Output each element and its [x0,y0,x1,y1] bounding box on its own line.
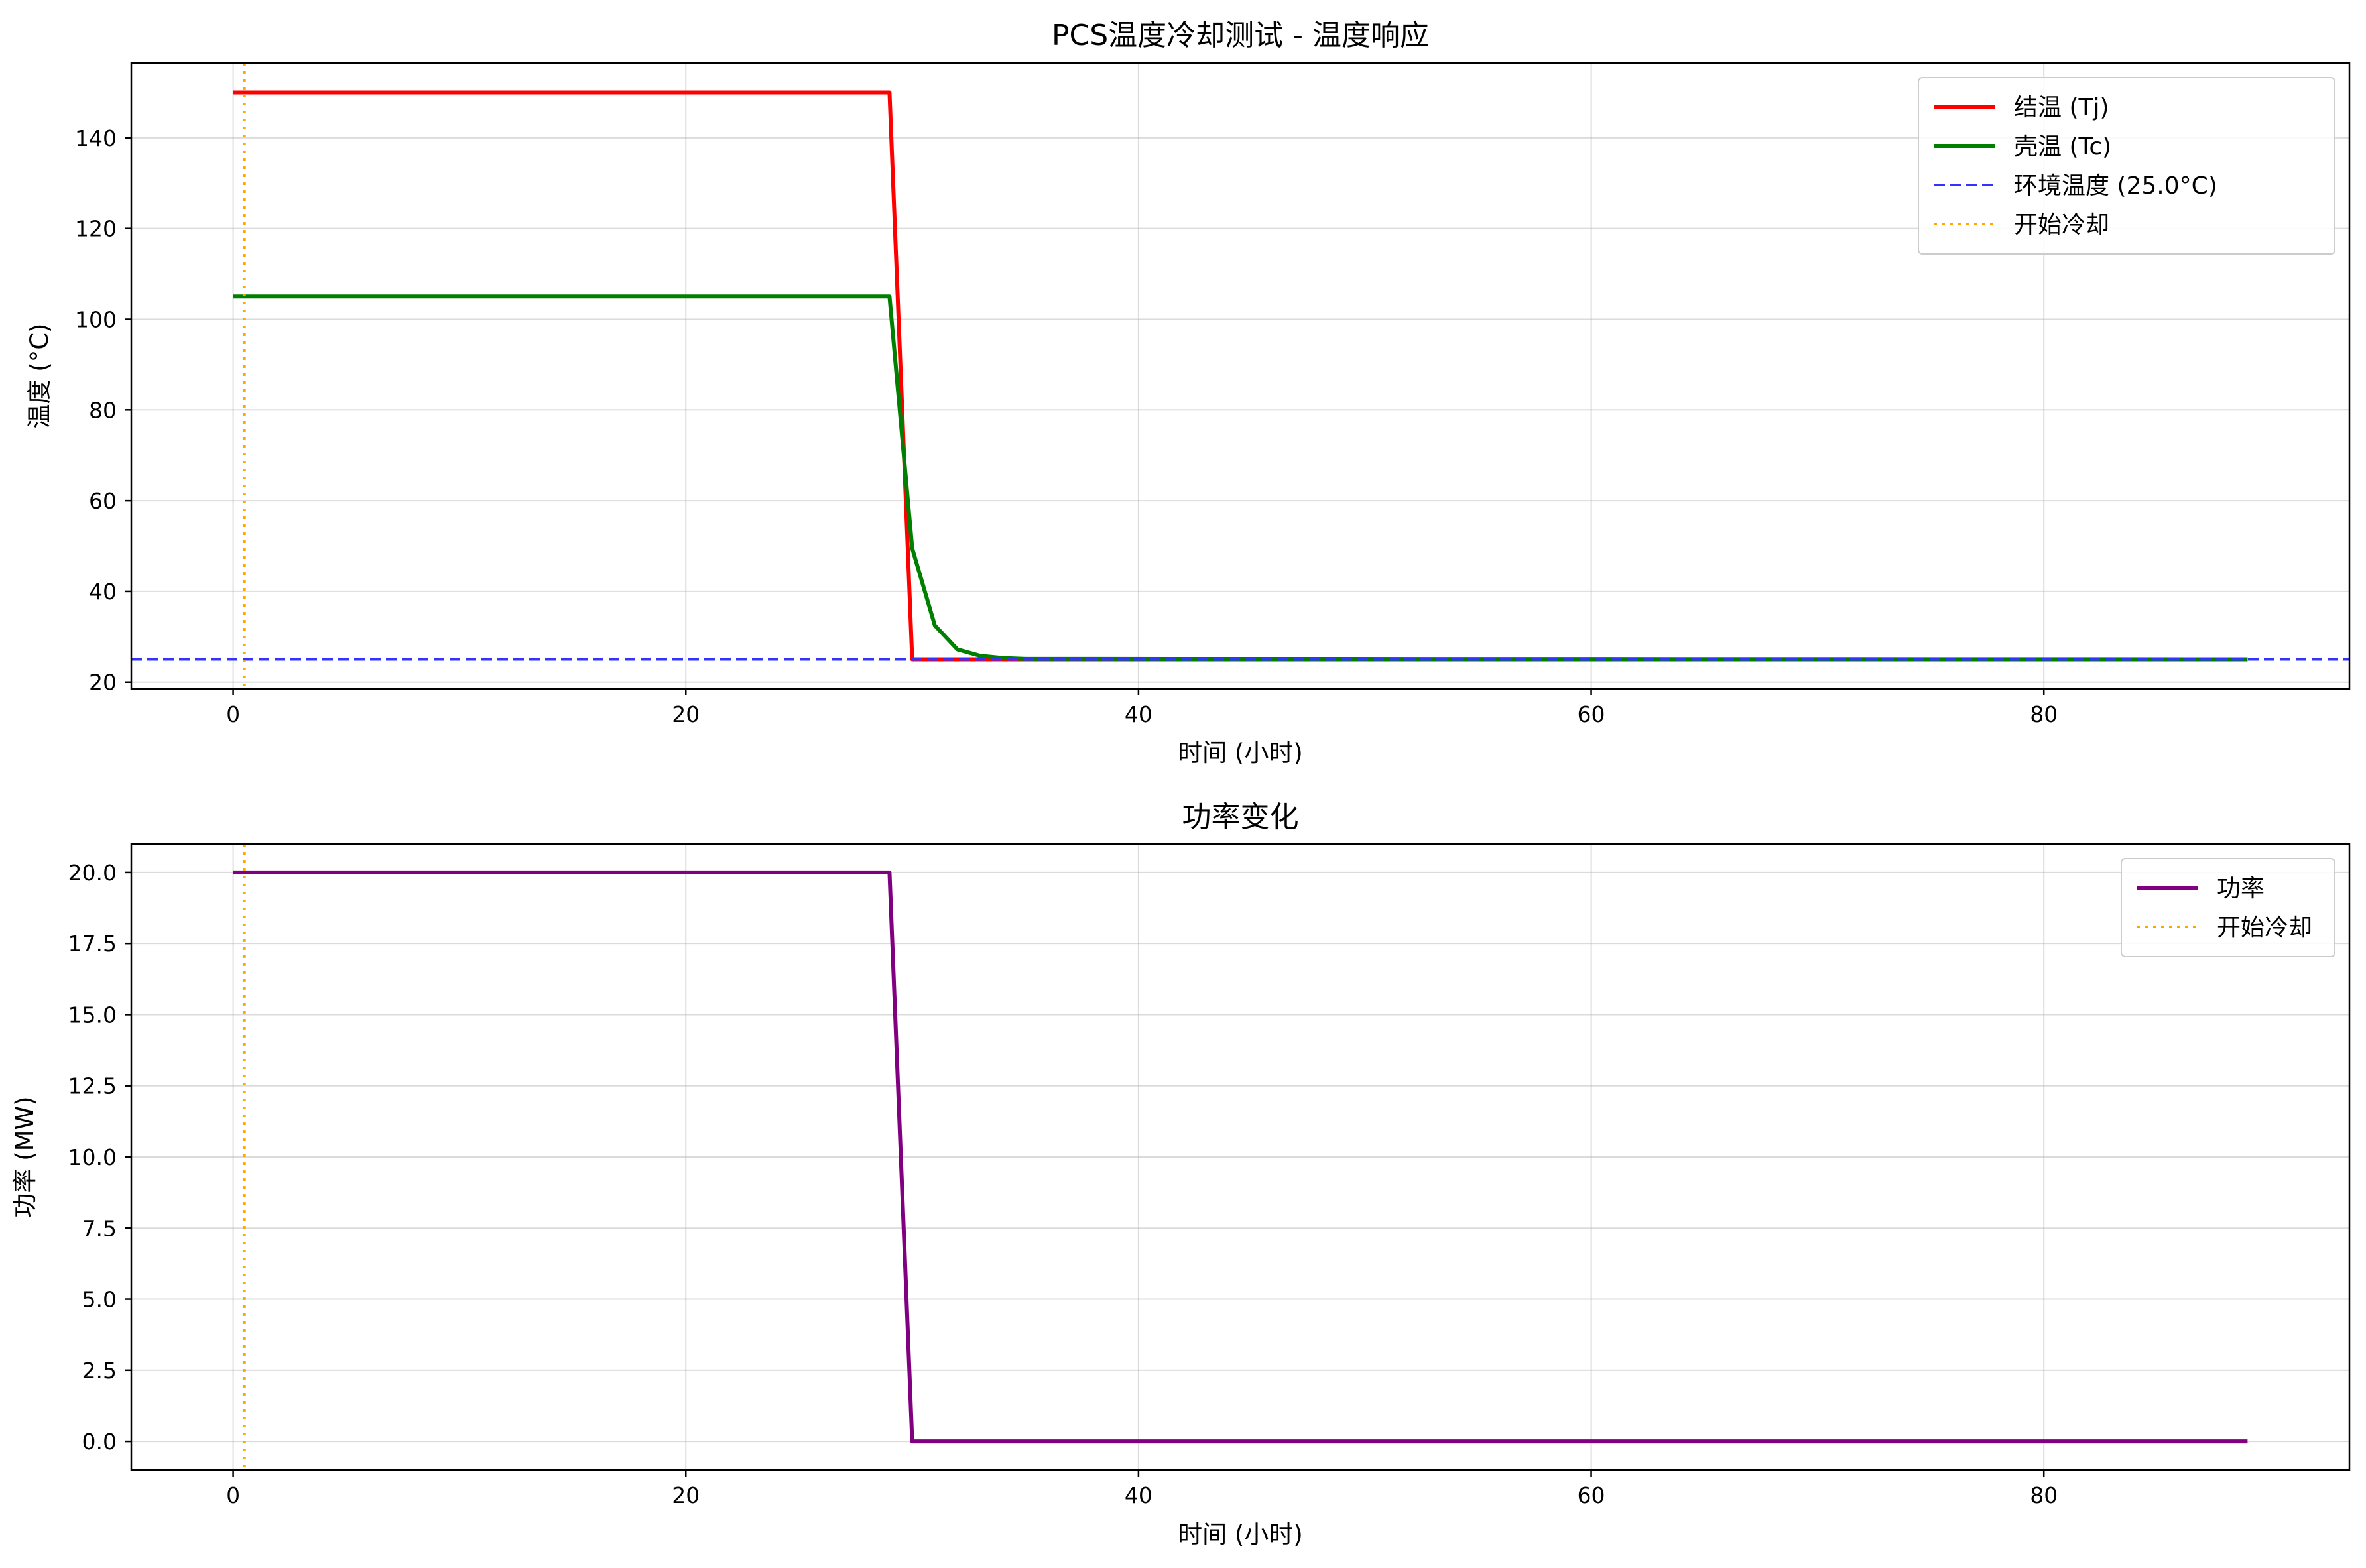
x-axis-label: 时间 (小时) [1178,739,1303,767]
legend-box [2121,858,2335,957]
x-tick-label: 0 [226,701,240,727]
legend-label: 开始冷却 [2217,914,2312,941]
y-tick-label: 5.0 [82,1287,117,1313]
series-line [233,294,2248,662]
legend-label: 壳温 (Tc) [2014,133,2111,160]
x-tick-label: 80 [2030,701,2058,727]
y-tick-label: 2.5 [82,1358,117,1384]
y-tick-label: 12.5 [68,1073,117,1099]
legend-label: 结温 (Tj) [2014,94,2109,121]
x-tick-label: 40 [1125,701,1152,727]
y-tick-label: 20 [89,670,117,695]
axes-frame [130,62,2351,690]
legend: 结温 (Tj) 壳温 (Tc) 环境温度 (25.0°C) 开始冷却 [1918,77,2335,255]
y-tick-label: 100 [75,306,117,332]
x-tick-label: 20 [672,701,700,727]
y-tick-label: 140 [75,125,117,151]
x-tick-label: 80 [2030,1482,2058,1508]
legend-label: 功率 [2217,875,2265,902]
y-tick-label: 0.0 [82,1429,117,1455]
chart-title: 功率变化 [1182,800,1299,834]
x-axis-label: 时间 (小时) [1178,1520,1303,1549]
y-tick-label: 40 [89,579,117,605]
x-tick-label: 40 [1125,1482,1152,1508]
power-change-chart: 0 20 40 60 80 0.0 2.5 5.0 7.5 10.0 12.5 15.0 17.5 20.… [11,800,2351,1549]
plot-area [233,844,2248,1470]
x-tick-label: 20 [672,1482,700,1508]
chart-title: PCS温度冷却测试 - 温度响应 [1052,19,1429,52]
y-tick-label: 80 [89,397,117,423]
legend-label: 环境温度 (25.0°C) [2014,172,2217,200]
y-tick-label: 120 [75,216,117,242]
y-axis-label: 温度 (°C) [25,324,54,429]
y-tick-label: 20.0 [68,860,117,886]
series-line [233,870,2248,1444]
x-tick-label: 0 [226,1482,240,1508]
legend-box [1918,77,2335,255]
x-tick-label: 60 [1578,701,1605,727]
y-axis-label: 功率 (MW) [11,1096,39,1217]
plot-area [131,63,2349,689]
y-tick-label: 7.5 [82,1215,117,1241]
temperature-response-chart: 0 20 40 60 80 20 40 60 80 100 120 140 PCS温度冷却测试 - 温度… [25,19,2351,767]
y-tick-label: 17.5 [68,931,117,957]
x-tick-label: 60 [1578,1482,1605,1508]
legend-label: 开始冷却 [2014,211,2109,239]
y-tick-label: 60 [89,488,117,514]
y-tick-label: 10.0 [68,1144,117,1170]
y-tick-label: 15.0 [68,1002,117,1028]
